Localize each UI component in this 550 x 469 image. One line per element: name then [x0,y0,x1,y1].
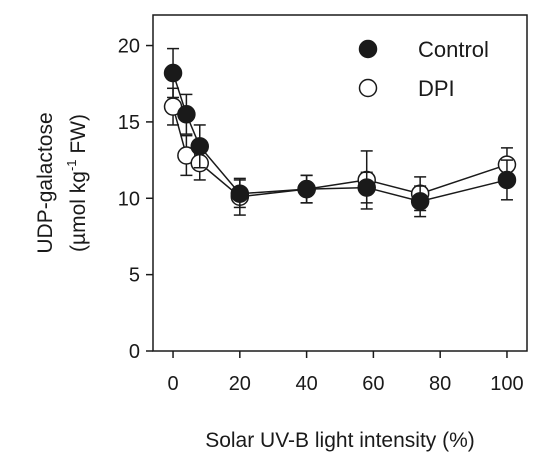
data-point [410,192,430,211]
y-axis-title: UDP-galactose (µmol kg-1 FW) [34,112,90,253]
data-point [497,170,517,190]
y-tick-label: 10 [118,188,140,210]
y-axis-label-unit: (µmol kg [67,171,90,252]
x-tick-label: 20 [229,373,251,395]
legend: Control DPI [358,37,489,101]
x-tick-label: 80 [429,373,451,395]
y-tick-label: 20 [118,36,140,58]
x-tick-label: 100 [490,373,523,395]
x-axis: 0 20 40 60 80 100 [167,351,524,395]
y-axis-label-superscript: -1 [64,159,79,171]
data-point [190,137,209,156]
y-axis-label-line2: (µmol kg-1 FW) [64,114,90,252]
series-control [163,47,517,218]
y-axis: 0 5 10 15 20 [118,36,153,363]
data-point [230,184,250,203]
data-point [163,63,183,83]
data-point [357,178,376,197]
series-line [172,106,508,198]
x-tick-label: 0 [167,373,178,395]
y-axis-label-line1: UDP-galactose [34,112,57,253]
y-tick-label: 15 [118,112,140,134]
data-point [177,105,196,124]
legend-label-dpi: DPI [418,76,455,101]
legend-marker-dpi [358,78,378,98]
plot-frame [152,14,528,352]
series-layer [163,47,517,218]
series-dpi [163,87,517,216]
data-point [297,179,316,199]
x-tick-label: 40 [295,373,317,395]
y-tick-label: 0 [129,341,140,363]
legend-marker-control [358,39,378,59]
legend-label-control: Control [418,37,489,62]
y-axis-label-unit-suffix: FW) [67,114,90,159]
axes [152,14,528,352]
legend-item-dpi: DPI [358,76,455,101]
legend-item-control: Control [358,37,489,62]
y-tick-label: 5 [129,265,140,287]
x-tick-label: 60 [362,373,384,395]
x-axis-label: Solar UV-B light intensity (%) [205,429,475,452]
